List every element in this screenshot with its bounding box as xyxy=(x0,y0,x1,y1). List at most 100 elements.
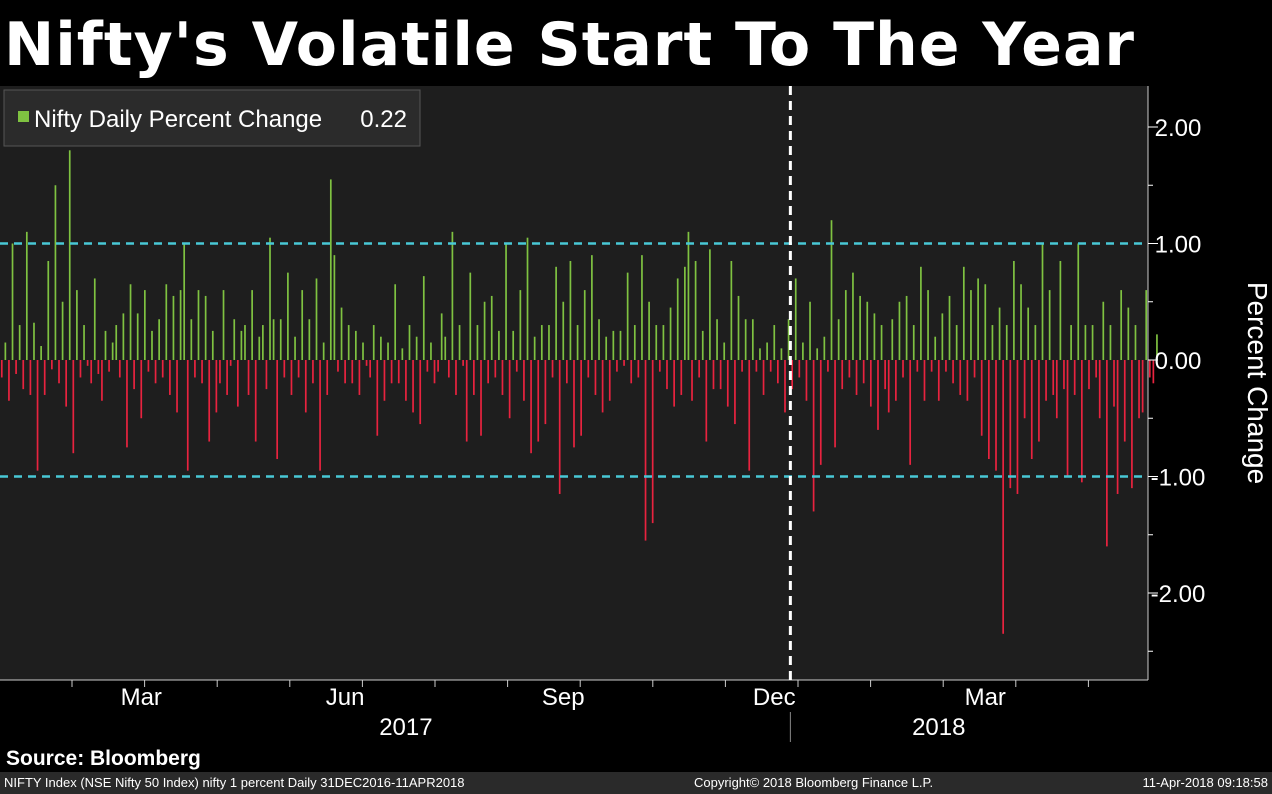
bar xyxy=(473,360,475,395)
bar xyxy=(859,295,861,361)
bar xyxy=(151,330,153,361)
x-year-label: 2017 xyxy=(379,714,432,741)
bar xyxy=(533,336,536,360)
bar xyxy=(126,360,128,448)
bar xyxy=(852,272,854,361)
bar xyxy=(855,360,858,395)
bar xyxy=(419,360,422,425)
bar xyxy=(648,301,650,360)
bar xyxy=(390,360,393,384)
bar xyxy=(959,360,962,395)
bar xyxy=(251,290,253,360)
bar xyxy=(866,301,869,360)
bar xyxy=(966,360,969,401)
bar xyxy=(265,360,268,390)
bar xyxy=(354,330,357,361)
bar xyxy=(462,360,464,366)
bar xyxy=(651,360,654,524)
bar xyxy=(945,360,947,372)
bar xyxy=(566,360,568,384)
bar xyxy=(451,231,454,360)
bar xyxy=(895,360,897,401)
bar xyxy=(784,360,786,413)
bar xyxy=(76,290,78,360)
bar xyxy=(1005,325,1008,360)
bar xyxy=(719,360,722,390)
bar xyxy=(90,360,93,384)
bar xyxy=(147,360,150,372)
bar xyxy=(644,360,647,541)
bar xyxy=(941,313,944,360)
x-month-label: Dec xyxy=(753,684,796,711)
bar xyxy=(47,260,50,360)
bar xyxy=(923,360,926,401)
bar xyxy=(1055,360,1058,419)
bar xyxy=(837,319,840,360)
footer-bar: NIFTY Index (NSE Nifty 50 Index) nifty 1… xyxy=(0,772,1272,794)
bar xyxy=(1080,360,1083,483)
bar xyxy=(637,360,640,378)
x-year-label: 2018 xyxy=(912,714,965,741)
bar xyxy=(1009,360,1012,489)
bar xyxy=(365,360,368,366)
bar xyxy=(998,307,1001,360)
bar xyxy=(51,360,53,370)
bar xyxy=(1013,260,1015,360)
bar xyxy=(984,284,987,360)
bar xyxy=(591,255,593,360)
bar xyxy=(430,342,432,360)
bar xyxy=(165,284,168,360)
bar xyxy=(1041,243,1044,360)
bar xyxy=(991,325,994,360)
bar xyxy=(233,319,236,360)
bar xyxy=(812,360,815,512)
bar xyxy=(1141,360,1144,413)
bar xyxy=(816,348,819,360)
legend-value: 0.22 xyxy=(360,106,407,133)
bar xyxy=(380,336,382,360)
bar xyxy=(247,360,250,395)
bar xyxy=(8,360,10,401)
bar xyxy=(111,342,114,360)
bar xyxy=(834,360,836,448)
bar xyxy=(551,360,554,378)
bar xyxy=(4,342,7,360)
bar xyxy=(1113,360,1115,407)
bar xyxy=(723,342,726,360)
bar xyxy=(616,360,618,372)
bar xyxy=(934,336,937,360)
bar xyxy=(1030,360,1033,460)
bar xyxy=(694,260,697,360)
bar xyxy=(158,319,160,360)
bar xyxy=(279,319,282,360)
bar xyxy=(229,360,232,366)
bar xyxy=(777,360,779,384)
bar xyxy=(544,360,547,425)
bar xyxy=(18,325,21,360)
x-month-label: Mar xyxy=(121,684,162,711)
bar xyxy=(1123,360,1126,442)
bar xyxy=(937,360,940,401)
bar xyxy=(86,360,89,366)
bar xyxy=(676,278,679,360)
bar xyxy=(422,276,425,360)
bar xyxy=(952,360,954,384)
bar xyxy=(133,360,135,390)
bar xyxy=(1091,325,1094,360)
bar xyxy=(186,360,189,471)
bar xyxy=(530,360,532,454)
bar xyxy=(1102,301,1105,360)
bar xyxy=(236,360,239,407)
bar xyxy=(909,360,912,465)
bar xyxy=(930,360,933,372)
y-axis: 2.00 1.00 0.00 -1.00 -2.00 xyxy=(1148,115,1205,652)
bar xyxy=(25,231,28,360)
bar xyxy=(762,360,765,395)
bar xyxy=(1052,360,1055,395)
bar xyxy=(655,325,658,360)
bar xyxy=(873,313,876,360)
bar xyxy=(1034,325,1037,360)
bar xyxy=(887,360,890,413)
bar xyxy=(333,255,336,360)
bar xyxy=(83,325,85,360)
